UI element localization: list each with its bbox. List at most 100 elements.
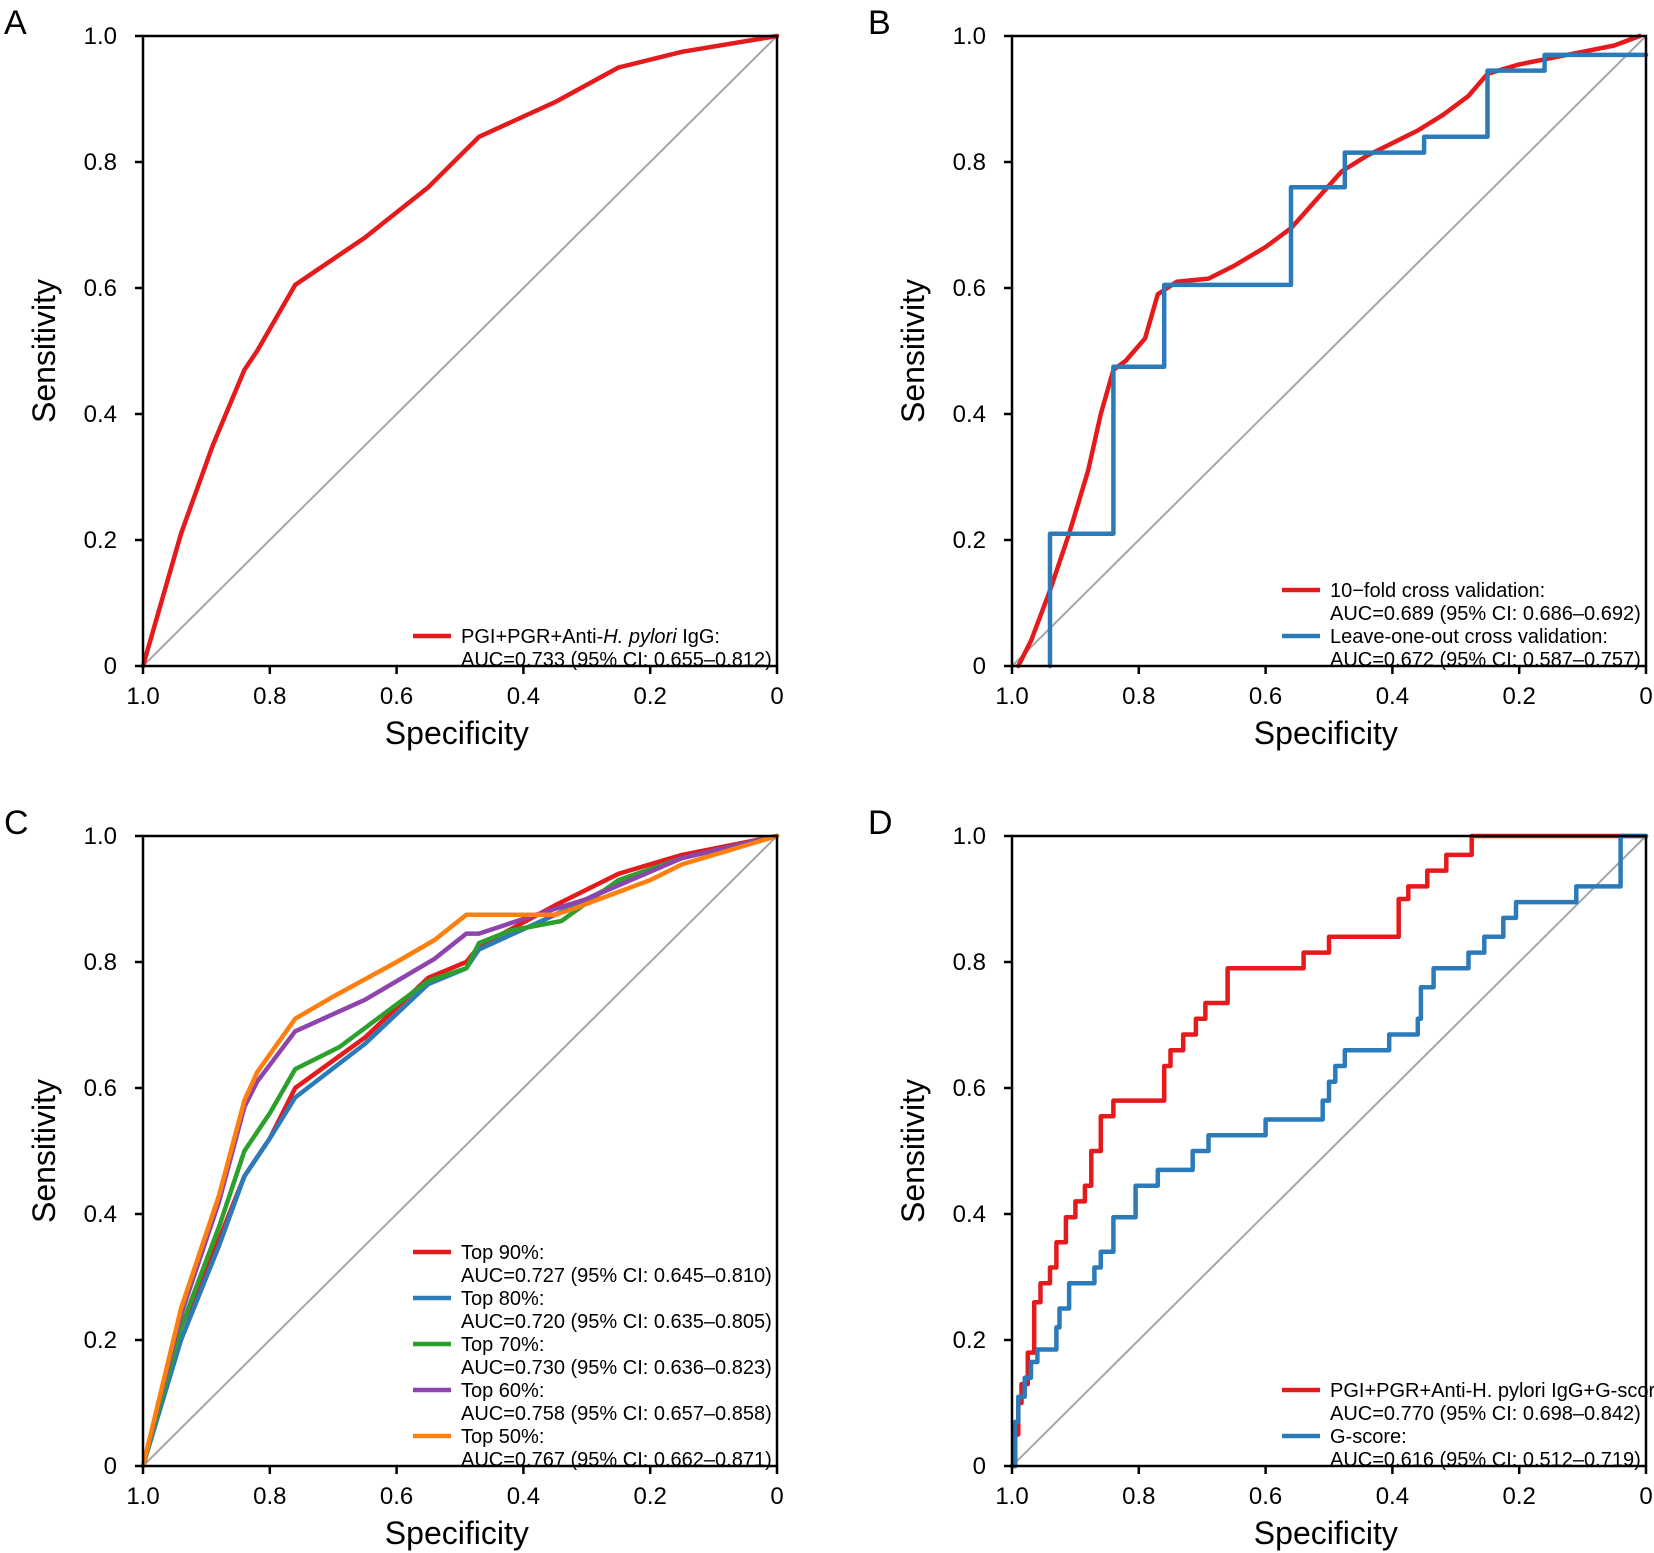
reference-diagonal-line — [1011, 35, 1647, 667]
y-tick-label: 0.6 — [84, 275, 117, 302]
legend: PGI+PGR+Anti-H. pylori IgG+G-score:AUC=0… — [1282, 1380, 1654, 1471]
x-tick-label: 0.6 — [380, 1483, 413, 1510]
y-tick-label: 0.2 — [953, 527, 986, 554]
x-tick-label: 0.8 — [1122, 683, 1155, 710]
y-tick-label: 0.8 — [953, 949, 986, 976]
x-tick-label: 1.0 — [126, 683, 159, 710]
legend-auc-1: AUC=0.770 (95% CI: 0.698–0.842) — [1330, 1403, 1641, 1425]
y-tick-label: 0.4 — [953, 401, 986, 428]
legend-label-5: Top 50%: — [461, 1426, 544, 1448]
legend-label-1: Top 90%: — [461, 1242, 544, 1264]
x-axis-title: Specificity — [1254, 715, 1398, 751]
legend-label-1: 10−fold cross validation: — [1330, 580, 1545, 602]
reference-diagonal-line — [142, 35, 778, 667]
series-line-1 — [1009, 833, 1649, 1469]
x-axis-title: Specificity — [1254, 1515, 1398, 1551]
y-tick-label: 0.4 — [953, 1201, 986, 1228]
x-tick-label: 0.4 — [1376, 683, 1409, 710]
x-tick-label: 0.8 — [253, 1483, 286, 1510]
plot-frame — [1010, 834, 1648, 1468]
panel-letter: B — [868, 4, 891, 42]
x-tick-label: 1.0 — [995, 1483, 1028, 1510]
legend: PGI+PGR+Anti-H. pylori IgG:AUC=0.733 (95… — [413, 626, 772, 671]
y-axis-title: Sensitivity — [895, 1079, 931, 1223]
legend-label-part: IgG: — [677, 626, 720, 648]
x-tick-label: 0.4 — [507, 683, 540, 710]
y-tick-label: 0.8 — [84, 949, 117, 976]
x-tick-label: 0.2 — [634, 683, 667, 710]
legend-label-3: Top 70%: — [461, 1334, 544, 1356]
panel-c: C 1.0 0.8 0.6 0.4 0.2 0 0 0.2 0.4 0.6 0.8 1.0 Specifi… — [4, 804, 784, 1551]
x-tick-label: 0.4 — [1376, 1483, 1409, 1510]
y-tick-label: 0.6 — [953, 1075, 986, 1102]
y-tick-label: 1.0 — [84, 23, 117, 50]
x-tick-label: 0.4 — [507, 1483, 540, 1510]
legend-label-part: H. pylori — [603, 626, 677, 648]
legend-auc-1: AUC=0.727 (95% CI: 0.645–0.810) — [461, 1265, 772, 1287]
legend-auc-2: AUC=0.672 (95% CI: 0.587–0.757) — [1330, 649, 1641, 671]
legend-auc-1: AUC=0.689 (95% CI: 0.686–0.692) — [1330, 603, 1641, 625]
panel-letter: A — [4, 4, 27, 42]
x-tick-label: 0 — [1639, 1483, 1652, 1510]
legend-auc-2: AUC=0.720 (95% CI: 0.635–0.805) — [461, 1311, 772, 1333]
x-tick-label: 1.0 — [126, 1483, 159, 1510]
legend-label-4: Top 60%: — [461, 1380, 544, 1402]
y-tick-label: 0.4 — [84, 401, 117, 428]
legend-label-part: Top 90%: — [461, 1242, 544, 1264]
legend-label-part: 10−fold cross validation: — [1330, 580, 1545, 602]
legend-auc-5: AUC=0.767 (95% CI: 0.662–0.871) — [461, 1449, 772, 1471]
y-tick-label: 0.2 — [84, 527, 117, 554]
reference-diagonal-line — [142, 835, 778, 1467]
y-tick-label: 0 — [973, 1453, 986, 1480]
x-tick-label: 0 — [1639, 683, 1652, 710]
legend: Top 90%:AUC=0.727 (95% CI: 0.645–0.810)T… — [413, 1242, 772, 1471]
legend-label-part: Top 70%: — [461, 1334, 544, 1356]
y-tick-label: 0.2 — [84, 1327, 117, 1354]
legend-label-1: PGI+PGR+Anti-H. pylori IgG+G-score: — [1330, 1380, 1654, 1402]
legend-auc-1: AUC=0.733 (95% CI: 0.655–0.812) — [461, 649, 772, 671]
y-axis-title: Sensitivity — [895, 279, 931, 423]
legend-label-part: Top 50%: — [461, 1426, 544, 1448]
series-line-1 — [140, 33, 780, 669]
legend-label-2: Top 80%: — [461, 1288, 544, 1310]
legend-label-1: PGI+PGR+Anti-H. pylori IgG: — [461, 626, 720, 648]
series-line-5 — [140, 833, 780, 1469]
panel-letter: D — [868, 804, 893, 842]
x-tick-label: 0 — [770, 683, 783, 710]
legend-label-part: Leave-one-out cross validation: — [1330, 626, 1608, 648]
x-axis-title: Specificity — [385, 1515, 529, 1551]
legend-label-part: Top 80%: — [461, 1288, 544, 1310]
y-tick-label: 0 — [104, 653, 117, 680]
y-tick-label: 0.4 — [84, 1201, 117, 1228]
x-tick-label: 0.2 — [634, 1483, 667, 1510]
x-tick-label: 0 — [770, 1483, 783, 1510]
plot-frame — [141, 834, 779, 1468]
legend-label-part: PGI+PGR+Anti-H. pylori IgG+G-score: — [1330, 1380, 1654, 1402]
x-tick-label: 0.2 — [1503, 683, 1536, 710]
x-tick-label: 0.2 — [1503, 1483, 1536, 1510]
legend-label-part: Top 60%: — [461, 1380, 544, 1402]
y-tick-label: 0 — [104, 1453, 117, 1480]
y-tick-label: 1.0 — [84, 823, 117, 850]
plot-frame — [141, 34, 779, 668]
x-tick-label: 1.0 — [995, 683, 1028, 710]
panel-letter: C — [4, 804, 29, 842]
y-tick-label: 0.8 — [953, 149, 986, 176]
legend-label-part: PGI+PGR+Anti- — [461, 626, 603, 648]
y-tick-label: 1.0 — [953, 23, 986, 50]
x-tick-label: 0.8 — [253, 683, 286, 710]
panel-a: A 1.0 0.8 0.6 0.4 0.2 0 0 0.2 0.4 0.6 0.8 1.0 Specifi… — [4, 4, 784, 751]
panel-d: D 1.0 0.8 0.6 0.4 0.2 0 0 0.2 0.4 0.6 0.8 1.0 Specifi… — [868, 804, 1654, 1551]
series-line-2 — [1047, 52, 1649, 669]
y-axis-title: Sensitivity — [26, 279, 62, 423]
legend-auc-3: AUC=0.730 (95% CI: 0.636–0.823) — [461, 1357, 772, 1379]
x-axis-title: Specificity — [385, 715, 529, 751]
legend-auc-2: AUC=0.616 (95% CI: 0.512–0.719) — [1330, 1449, 1641, 1471]
y-tick-label: 0.6 — [953, 275, 986, 302]
y-axis-title: Sensitivity — [26, 1079, 62, 1223]
legend-label-2: G-score: — [1330, 1426, 1407, 1448]
legend-auc-4: AUC=0.758 (95% CI: 0.657–0.858) — [461, 1403, 772, 1425]
legend: 10−fold cross validation:AUC=0.689 (95% … — [1282, 580, 1641, 671]
x-tick-label: 0.6 — [1249, 683, 1282, 710]
